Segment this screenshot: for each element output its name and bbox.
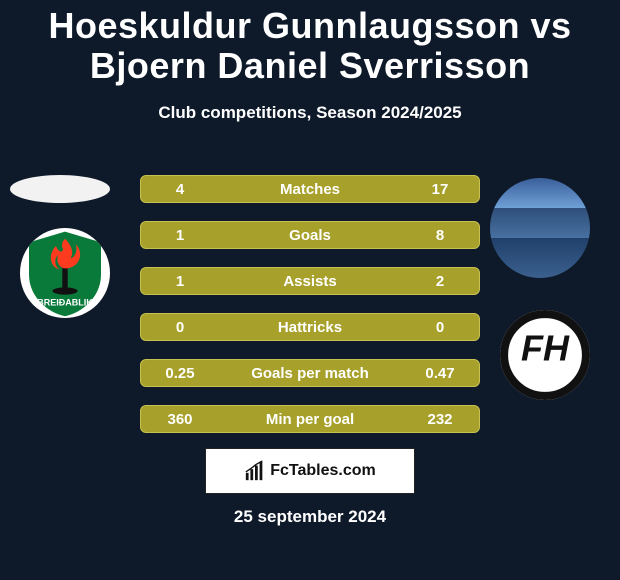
branding-box: FcTables.com — [205, 448, 415, 494]
page-title: Hoeskuldur Gunnlaugsson vs Bjoern Daniel… — [0, 0, 620, 85]
stat-label: Goals per match — [205, 365, 415, 382]
svg-text:BREIÐABLIK: BREIÐABLIK — [37, 297, 93, 307]
stat-left-value: 0 — [155, 319, 205, 336]
fh-icon: FH — [500, 310, 590, 400]
subtitle: Club competitions, Season 2024/2025 — [0, 103, 620, 123]
breidablik-icon: BREIÐABLIK — [20, 228, 110, 318]
player2-photo — [490, 178, 590, 278]
stat-label: Goals — [205, 227, 415, 244]
stat-right-value: 17 — [415, 181, 465, 198]
stat-right-value: 8 — [415, 227, 465, 244]
stat-right-value: 0.47 — [415, 365, 465, 382]
chart-icon — [244, 460, 266, 482]
stat-row: 1Assists2 — [140, 267, 480, 295]
stat-label: Min per goal — [205, 411, 415, 428]
stat-left-value: 0.25 — [155, 365, 205, 382]
stat-label: Matches — [205, 181, 415, 198]
stat-row: 0Hattricks0 — [140, 313, 480, 341]
stat-label: Assists — [205, 273, 415, 290]
stat-left-value: 1 — [155, 227, 205, 244]
player1-photo — [10, 175, 110, 203]
stat-label: Hattricks — [205, 319, 415, 336]
player2-club-badge: FH — [500, 310, 590, 400]
infographic-container: Hoeskuldur Gunnlaugsson vs Bjoern Daniel… — [0, 0, 620, 580]
player1-club-badge: BREIÐABLIK — [20, 228, 110, 318]
stat-row: 0.25Goals per match0.47 — [140, 359, 480, 387]
stat-row: 4Matches17 — [140, 175, 480, 203]
branding-label: FcTables.com — [270, 462, 376, 480]
stat-left-value: 4 — [155, 181, 205, 198]
stat-right-value: 0 — [415, 319, 465, 336]
date-label: 25 september 2024 — [0, 507, 620, 527]
stat-left-value: 360 — [155, 411, 205, 428]
stat-right-value: 232 — [415, 411, 465, 428]
stat-row: 360Min per goal232 — [140, 405, 480, 433]
stat-left-value: 1 — [155, 273, 205, 290]
svg-text:FH: FH — [521, 327, 570, 368]
stats-table: 4Matches171Goals81Assists20Hattricks00.2… — [140, 175, 480, 451]
stat-right-value: 2 — [415, 273, 465, 290]
stat-row: 1Goals8 — [140, 221, 480, 249]
